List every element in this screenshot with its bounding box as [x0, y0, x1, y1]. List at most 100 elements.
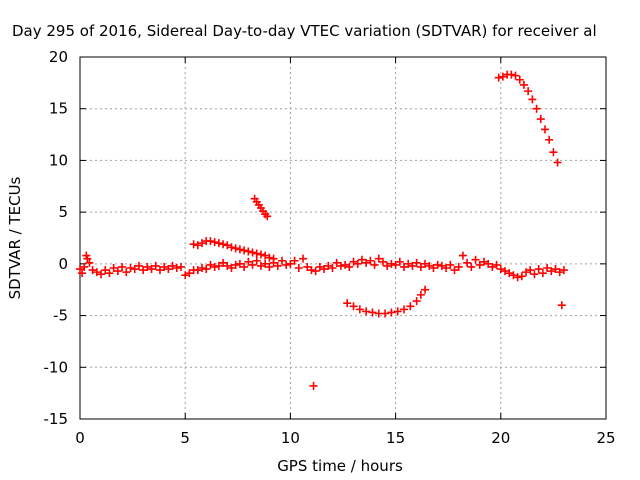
- data-point: [387, 308, 396, 317]
- data-point: [118, 262, 127, 271]
- data-point: [309, 381, 318, 390]
- data-point: [244, 257, 253, 266]
- data-point: [97, 270, 106, 279]
- data-point: [400, 305, 409, 314]
- data-point: [343, 299, 352, 308]
- data-point: [528, 95, 537, 104]
- data-point: [269, 254, 278, 263]
- data-point: [416, 290, 425, 299]
- data-point: [172, 263, 181, 272]
- data-point: [252, 256, 261, 265]
- data-point: [362, 307, 371, 316]
- data-point: [475, 260, 484, 269]
- data-point: [536, 115, 545, 124]
- data-point: [290, 256, 299, 265]
- data-point: [130, 265, 139, 274]
- data-point: [240, 246, 249, 255]
- data-point: [501, 267, 510, 276]
- grid-layer: [80, 57, 606, 419]
- data-point: [551, 265, 560, 274]
- data-point: [368, 308, 377, 317]
- data-point: [88, 266, 97, 275]
- data-point: [515, 75, 524, 84]
- x-tick-label: 25: [596, 429, 615, 447]
- data-point: [80, 262, 89, 271]
- data-point: [378, 257, 387, 266]
- data-point: [406, 302, 415, 311]
- data-point: [355, 305, 364, 314]
- data-point: [412, 258, 421, 267]
- data-point: [193, 241, 202, 250]
- data-point: [559, 266, 568, 275]
- data-point: [214, 239, 223, 248]
- data-point: [505, 269, 514, 278]
- data-point: [488, 262, 497, 271]
- data-point: [139, 266, 148, 275]
- data-point: [509, 271, 518, 280]
- data-point: [143, 262, 152, 271]
- data-point: [429, 263, 438, 272]
- data-point: [256, 261, 265, 270]
- x-tick-label: 5: [180, 429, 190, 447]
- data-point: [349, 302, 358, 311]
- data-point: [522, 268, 531, 277]
- data-point: [381, 309, 390, 318]
- data-point: [105, 269, 114, 278]
- data-point: [345, 262, 354, 271]
- y-tick-label: 0: [58, 255, 68, 273]
- x-tick-label: 0: [75, 429, 85, 447]
- data-point: [263, 212, 272, 221]
- data-point: [193, 266, 202, 275]
- data-point: [277, 256, 286, 265]
- data-point: [219, 258, 228, 267]
- data-point: [336, 261, 345, 270]
- y-tick-label: 15: [49, 100, 68, 118]
- x-tick-label: 20: [491, 429, 510, 447]
- y-tick-label: -15: [44, 410, 69, 428]
- series-group: [309, 301, 566, 390]
- data-point: [282, 260, 291, 269]
- data-point: [498, 72, 507, 81]
- data-point: [227, 263, 236, 272]
- data-point: [307, 266, 316, 275]
- data-point: [164, 265, 173, 274]
- data-point: [248, 248, 257, 257]
- series-group: [343, 285, 430, 318]
- data-point: [202, 265, 211, 274]
- data-point: [160, 262, 169, 271]
- y-tick-label: 20: [49, 48, 68, 66]
- data-point: [383, 261, 392, 270]
- data-point: [231, 260, 240, 269]
- data-point: [416, 262, 425, 271]
- data-point: [223, 241, 232, 250]
- data-point: [471, 255, 480, 264]
- x-tick-label: 15: [386, 429, 405, 447]
- data-point: [210, 238, 219, 247]
- series-group: [189, 237, 278, 263]
- series-group: [250, 194, 272, 221]
- data-point: [223, 261, 232, 270]
- data-point: [547, 267, 556, 276]
- data-point: [83, 254, 92, 263]
- points-layer: [76, 70, 568, 390]
- data-point: [513, 273, 522, 282]
- data-point: [454, 262, 463, 271]
- data-point: [511, 71, 520, 80]
- data-point: [479, 257, 488, 266]
- data-point: [538, 269, 547, 278]
- data-point: [185, 269, 194, 278]
- data-point: [286, 259, 295, 268]
- data-point: [198, 239, 207, 248]
- data-point: [517, 272, 526, 281]
- data-point: [532, 104, 541, 113]
- data-point: [256, 250, 265, 259]
- data-point: [231, 244, 240, 253]
- data-point: [362, 258, 371, 267]
- data-point: [421, 259, 430, 268]
- data-point: [540, 125, 549, 134]
- data-point: [357, 255, 366, 264]
- data-point: [404, 259, 413, 268]
- x-tick-label: 10: [281, 429, 300, 447]
- data-point: [507, 70, 516, 79]
